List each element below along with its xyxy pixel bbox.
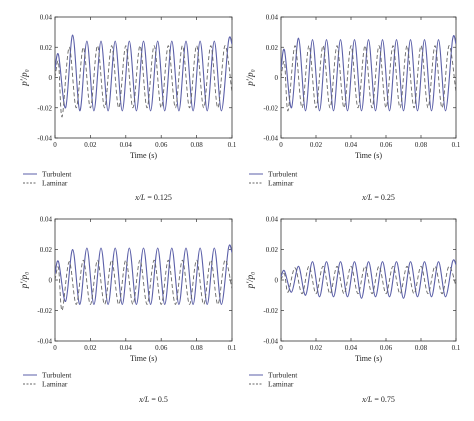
x-tick-label: 0.02 — [310, 141, 323, 149]
caption-variable: x/L — [361, 395, 373, 404]
x-tick-label: 0.04 — [120, 141, 133, 149]
plot-frame — [280, 16, 457, 139]
y-tick-label: 0.02 — [266, 246, 279, 254]
panel-caption: x/L = 0.125 — [134, 193, 172, 202]
y-tick-label: -0.04 — [37, 135, 52, 143]
chart-panel-1: 0 0.02 0.04 0.06 0.08 0.1 0.04 0.02 0 -0.02 -0.04 T… — [19, 14, 237, 203]
y-tick-label: -0.04 — [263, 135, 278, 143]
y-tick-label: 0.04 — [266, 14, 279, 22]
series-line-laminar — [281, 265, 456, 295]
y-axis-label: p′/p₀ — [245, 69, 255, 87]
series-line-laminar — [281, 45, 456, 112]
x-axis-label: Time (s) — [130, 151, 157, 160]
x-tick-label: 0.08 — [190, 141, 203, 149]
x-tick-label: 0.1 — [452, 141, 461, 149]
legend-label-turbulent: Turbulent — [42, 170, 72, 179]
series-line-laminar — [55, 259, 232, 311]
x-tick-label: 0 — [279, 344, 283, 352]
series-line-turbulent — [281, 259, 456, 299]
x-tick-label: 0 — [53, 344, 57, 352]
x-tick-label: 0.1 — [228, 344, 237, 352]
caption-value: = 0.25 — [372, 193, 395, 202]
caption-value: = 0.125 — [145, 193, 172, 202]
chart-panel-3: 0 0.02 0.04 0.06 0.08 0.1 0.04 0.02 0 -0.02 -0.04 T… — [19, 216, 237, 405]
plot-frame — [54, 218, 233, 342]
y-tick-label: -0.02 — [263, 307, 278, 315]
y-tick-label: 0.02 — [40, 246, 53, 254]
chart-panel-2: 0 0.02 0.04 0.06 0.08 0.1 0.04 0.02 0 -0.02 -0.04 T… — [245, 14, 461, 203]
y-tick-label: -0.04 — [37, 338, 52, 346]
y-tick-label: -0.02 — [263, 104, 278, 112]
x-tick-label: 0.02 — [84, 344, 97, 352]
x-tick-label: 0.06 — [155, 344, 168, 352]
caption-variable: x/L — [134, 193, 146, 202]
legend-label-turbulent: Turbulent — [42, 371, 72, 380]
series-line-turbulent — [55, 244, 232, 305]
x-tick-label: 0.08 — [415, 141, 428, 149]
chart-panel-4: 0 0.02 0.04 0.06 0.08 0.1 0.04 0.02 0 -0.02 -0.04 T… — [245, 216, 461, 405]
x-tick-label: 0.08 — [415, 344, 428, 352]
series-line-laminar — [55, 45, 232, 118]
y-tick-label: 0 — [275, 277, 279, 285]
x-tick-label: 0 — [53, 141, 57, 149]
x-tick-label: 0 — [279, 141, 283, 149]
legend-label-turbulent: Turbulent — [268, 170, 298, 179]
y-axis-label: p′/p₀ — [19, 272, 29, 290]
legend-label-turbulent: Turbulent — [268, 371, 298, 380]
y-axis-label: p′/p₀ — [19, 69, 29, 87]
y-tick-label: 0.04 — [40, 216, 53, 224]
x-tick-label: 0.02 — [84, 141, 97, 149]
x-axis-label: Time (s) — [355, 354, 382, 363]
legend-label-laminar: Laminar — [268, 380, 294, 389]
x-tick-label: 0.04 — [120, 344, 133, 352]
x-axis-label: Time (s) — [130, 354, 157, 363]
panel-caption: x/L = 0.5 — [138, 395, 168, 404]
x-tick-label: 0.1 — [228, 141, 237, 149]
plot-frame — [54, 16, 233, 139]
y-tick-label: 0.02 — [40, 44, 53, 52]
x-tick-label: 0.02 — [310, 344, 323, 352]
y-tick-label: -0.02 — [37, 307, 52, 315]
panel-caption: x/L = 0.25 — [361, 193, 395, 202]
x-tick-label: 0.1 — [452, 344, 461, 352]
x-tick-label: 0.06 — [155, 141, 168, 149]
x-tick-label: 0.06 — [380, 141, 393, 149]
series-line-turbulent — [55, 34, 232, 112]
y-axis-label: p′/p₀ — [245, 272, 255, 290]
x-axis-label: Time (s) — [355, 151, 382, 160]
caption-value: = 0.75 — [372, 395, 395, 404]
x-tick-label: 0.08 — [190, 344, 203, 352]
series-line-turbulent — [281, 35, 456, 112]
legend-label-laminar: Laminar — [42, 179, 68, 188]
y-tick-label: 0 — [49, 74, 53, 82]
y-tick-label: 0.02 — [266, 44, 279, 52]
y-tick-label: 0.04 — [40, 14, 53, 22]
y-tick-label: 0.04 — [266, 216, 279, 224]
caption-value: = 0.5 — [149, 395, 168, 404]
caption-variable: x/L — [361, 193, 373, 202]
y-tick-label: 0 — [49, 277, 53, 285]
x-tick-label: 0.06 — [380, 344, 393, 352]
y-tick-label: -0.04 — [263, 338, 278, 346]
x-tick-label: 0.04 — [345, 344, 358, 352]
caption-variable: x/L — [138, 395, 150, 404]
legend-label-laminar: Laminar — [268, 179, 294, 188]
y-tick-label: 0 — [275, 74, 279, 82]
y-tick-label: -0.02 — [37, 104, 52, 112]
panel-caption: x/L = 0.75 — [361, 395, 395, 404]
x-tick-label: 0.04 — [345, 141, 358, 149]
legend-label-laminar: Laminar — [42, 380, 68, 389]
plot-frame — [280, 218, 457, 342]
